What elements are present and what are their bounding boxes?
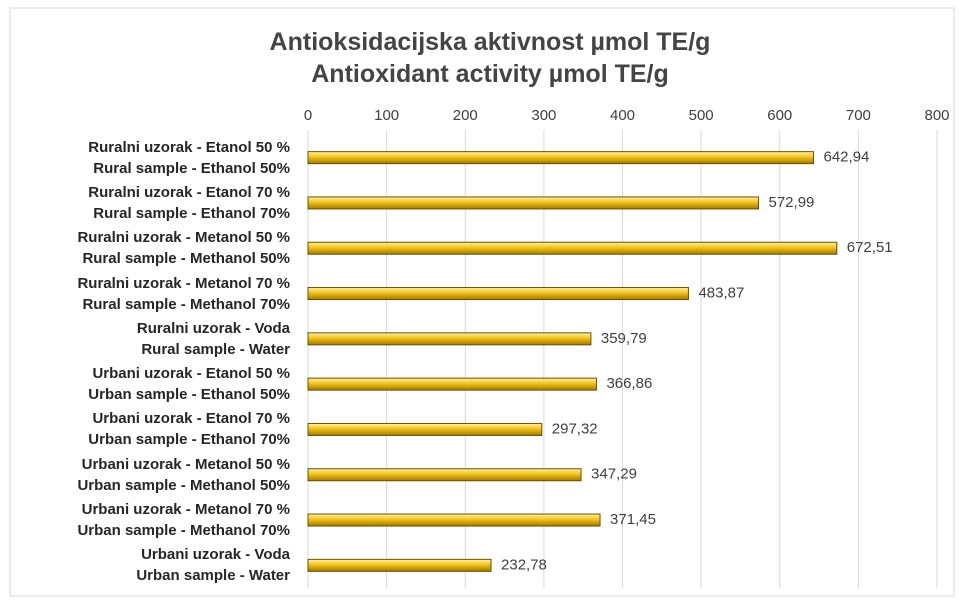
bar [307, 468, 582, 482]
y-tick-label: Ruralni uzorak - Metanol 70 % Rural samp… [77, 274, 290, 313]
x-tick-label: 400 [610, 107, 635, 124]
bar [307, 558, 492, 572]
bar [307, 332, 592, 346]
x-tick-label: 300 [531, 107, 556, 124]
data-label: 371,45 [610, 511, 656, 528]
x-tick-label: 0 [304, 107, 312, 124]
x-tick-label: 500 [689, 107, 714, 124]
chart-title: Antioksidacijska aktivnost µmol TE/g [269, 28, 711, 56]
data-label: 297,32 [552, 420, 598, 437]
y-tick-label: Ruralni uzorak - Etanol 50 % Rural sampl… [88, 138, 290, 177]
y-tick-label: Ruralni uzorak - Metanol 50 % Rural samp… [77, 229, 290, 268]
y-tick-label: Ruralni uzorak - Etanol 70 % Rural sampl… [88, 183, 290, 222]
x-tick-label: 100 [374, 107, 399, 124]
bar [307, 377, 597, 391]
y-tick-label: Urbani uzorak - Voda Urban sample - Wate… [136, 546, 290, 585]
data-label: 347,29 [591, 466, 637, 483]
data-label: 672,51 [847, 239, 893, 256]
y-tick-label: Urbani uzorak - Metanol 70 % Urban sampl… [77, 501, 290, 540]
data-label: 483,87 [698, 285, 744, 302]
y-tick-label: Urbani uzorak - Etanol 50 % Urban sample… [88, 365, 290, 404]
bar [307, 151, 815, 165]
chart-subtitle: Antioxidant activity µmol TE/g [311, 60, 669, 88]
data-label: 642,94 [824, 149, 870, 166]
bar [307, 241, 838, 255]
y-tick-label: Urbani uzorak - Metanol 50 % Urban sampl… [77, 455, 290, 494]
bar [307, 287, 689, 301]
bar [307, 513, 601, 527]
x-tick-label: 800 [924, 107, 949, 124]
x-tick-label: 200 [453, 107, 478, 124]
y-tick-label: Urbani uzorak - Etanol 70 % Urban sample… [88, 410, 290, 449]
data-label: 232,78 [501, 556, 547, 573]
data-label: 572,99 [769, 194, 815, 211]
bar [307, 422, 543, 436]
y-tick-label: Ruralni uzorak - Voda Rural sample - Wat… [136, 319, 290, 358]
frame [9, 7, 955, 597]
bar [307, 196, 760, 210]
data-label: 366,86 [606, 375, 652, 392]
data-label: 359,79 [601, 330, 647, 347]
x-tick-label: 700 [846, 107, 871, 124]
x-tick-label: 600 [767, 107, 792, 124]
